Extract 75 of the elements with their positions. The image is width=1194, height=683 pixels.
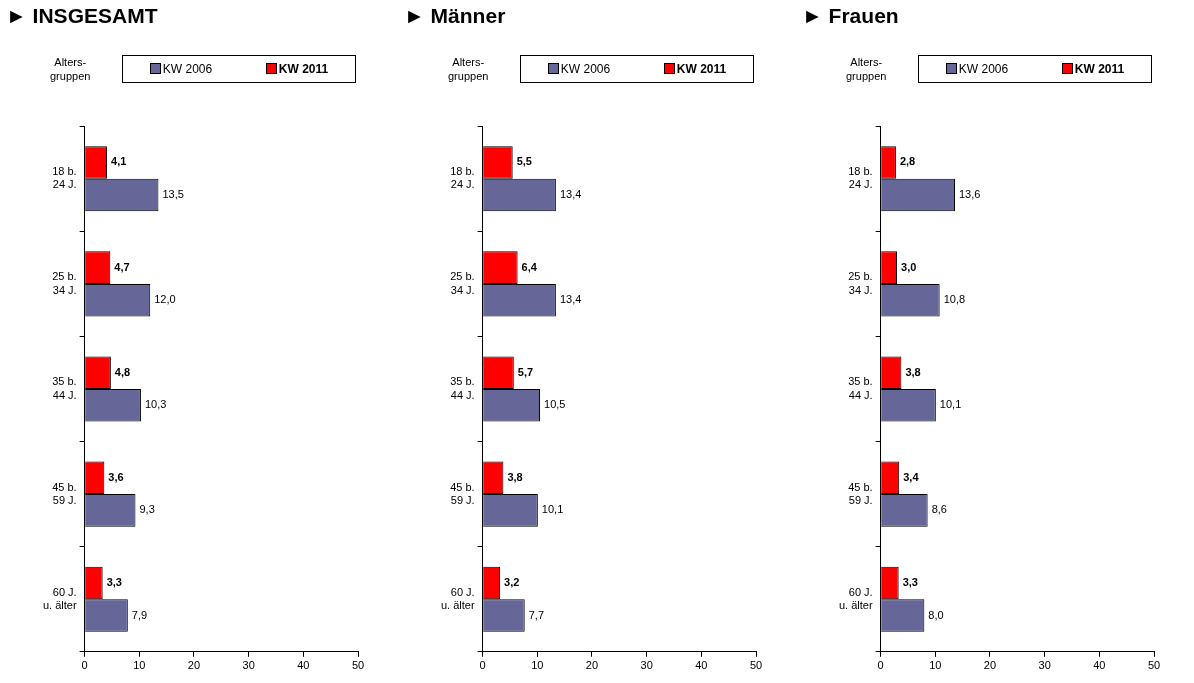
chart-title: ► INSGESAMT — [6, 4, 158, 28]
data-label: 6,4 — [521, 260, 538, 273]
x-tick-label: 30 — [242, 659, 255, 672]
y-tick-label: 25 b. 34 J. — [848, 270, 873, 296]
x-tick-label: 20 — [187, 659, 201, 672]
x-tick-label: 40 — [695, 659, 708, 672]
data-label: 10,1 — [939, 398, 962, 411]
y-tick-label: 60 J. u. älter — [440, 585, 475, 611]
data-label: 7,7 — [528, 608, 545, 621]
y-tick-label: 18 b. 24 J. — [450, 165, 475, 191]
y-tick-label: 18 b. 24 J. — [848, 165, 873, 191]
data-label: 8,6 — [931, 503, 947, 516]
x-tick-label: 50 — [1147, 659, 1161, 672]
data-label: 3,8 — [507, 470, 523, 483]
y-axis-title: Alters- gruppen — [846, 55, 887, 83]
data-label: 9,3 — [139, 503, 155, 516]
y-tick-label: 25 b. 34 J. — [450, 270, 475, 296]
data-label: 13,6 — [958, 188, 981, 201]
y-tick-label: 35 b. 44 J. — [52, 375, 77, 401]
legend-label: KW 2011 — [1073, 62, 1125, 76]
x-tick-label: 0 — [877, 659, 884, 672]
data-label: 10,1 — [541, 503, 564, 516]
x-tick-label: 40 — [1093, 659, 1106, 672]
data-label: 10,5 — [544, 398, 566, 411]
chart-title: ► Männer — [404, 4, 506, 28]
legend-label: KW 2006 — [957, 62, 1009, 76]
y-tick-label: 60 J. u. älter — [42, 585, 77, 611]
y-tick-label: 45 b. 59 J. — [450, 480, 475, 506]
x-tick-label: 20 — [983, 659, 997, 672]
data-label: 8,0 — [928, 608, 944, 621]
y-tick-label: 18 b. 24 J. — [52, 165, 77, 191]
data-label: 5,7 — [517, 365, 534, 378]
data-label: 5,5 — [516, 155, 532, 168]
data-label: 13,5 — [162, 188, 184, 201]
y-tick-label: 60 J. u. älter — [838, 585, 873, 611]
data-label: 4,7 — [114, 260, 130, 273]
data-label: 3,6 — [108, 470, 124, 483]
x-tick-label: 30 — [1038, 659, 1051, 672]
data-label: 3,3 — [902, 575, 918, 588]
data-label: 3,2 — [504, 575, 520, 588]
x-tick-label: 40 — [297, 659, 310, 672]
x-tick-label: 10 — [133, 659, 146, 672]
y-tick-label: 45 b. 59 J. — [848, 480, 873, 506]
legend-label: KW 2011 — [675, 62, 727, 76]
x-tick-label: 0 — [479, 659, 486, 672]
data-label: 4,1 — [111, 155, 127, 168]
y-tick-label: 45 b. 59 J. — [52, 480, 77, 506]
y-tick-label: 35 b. 44 J. — [450, 375, 475, 401]
x-tick-label: 10 — [929, 659, 942, 672]
y-tick-label: 25 b. 34 J. — [52, 270, 77, 296]
data-label: 2,8 — [899, 155, 916, 168]
x-tick-label: 20 — [585, 659, 599, 672]
y-axis-title: Alters- gruppen — [448, 55, 489, 83]
data-label: 3,3 — [106, 575, 122, 588]
data-label: 4,8 — [114, 365, 131, 378]
data-label: 3,8 — [905, 365, 921, 378]
data-label: 10,8 — [943, 293, 966, 306]
data-label: 12,0 — [154, 293, 176, 306]
data-label: 3,0 — [901, 260, 917, 273]
data-label: 13,4 — [559, 293, 582, 306]
data-label: 7,9 — [131, 608, 148, 621]
x-tick-label: 50 — [351, 659, 365, 672]
data-label: 10,3 — [144, 398, 167, 411]
chart-title: ► Frauen — [802, 4, 899, 28]
data-label: 13,4 — [559, 188, 582, 201]
legend-label: KW 2006 — [559, 62, 611, 76]
legend-label: KW 2006 — [161, 62, 213, 76]
x-tick-label: 10 — [531, 659, 544, 672]
x-tick-label: 50 — [749, 659, 763, 672]
data-label: 3,4 — [903, 470, 920, 483]
y-axis-title: Alters- gruppen — [50, 55, 91, 83]
legend-label: KW 2011 — [277, 62, 329, 76]
x-tick-label: 30 — [640, 659, 653, 672]
x-tick-label: 0 — [81, 659, 88, 672]
y-tick-label: 35 b. 44 J. — [848, 375, 873, 401]
